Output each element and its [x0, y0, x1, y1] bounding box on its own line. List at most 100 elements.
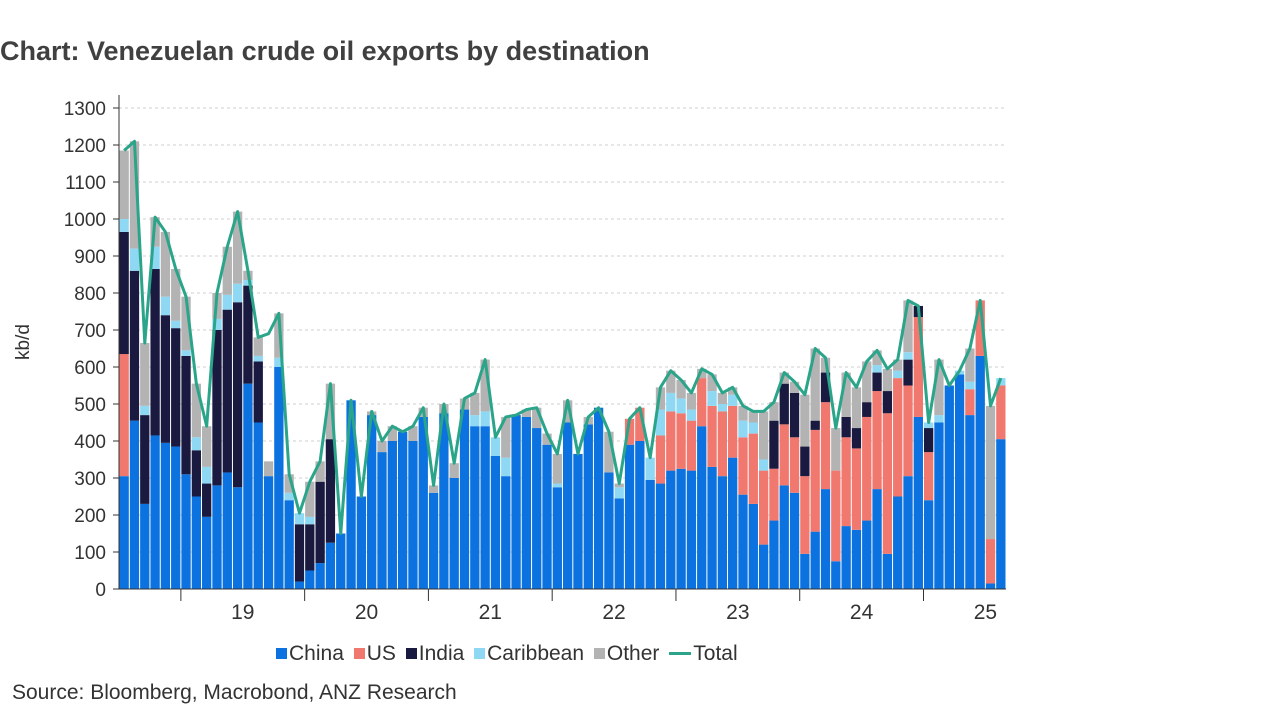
bar-india [119, 231, 129, 355]
bar-us [882, 413, 893, 554]
bar-china [212, 485, 222, 589]
bar-china [274, 367, 284, 589]
bar-caribbean [666, 392, 676, 412]
bar-us [119, 354, 129, 477]
bar-china [831, 561, 841, 589]
bar-caribbean [872, 365, 882, 373]
bar-other [263, 461, 274, 477]
bar-other [985, 405, 996, 540]
bar-caribbean [738, 420, 748, 438]
bar-other [325, 383, 336, 440]
bar-caribbean [728, 394, 738, 406]
bar-india [253, 361, 263, 423]
bar-china [676, 468, 686, 589]
bar-caribbean [501, 457, 511, 477]
total-line [123, 139, 1003, 535]
bar-caribbean [140, 405, 150, 416]
y-axis-label: kb/d [13, 324, 34, 360]
y-tick-label: 800 [74, 284, 106, 305]
bar-india [243, 285, 253, 384]
bar-china [996, 439, 1006, 589]
bar-us [913, 317, 923, 417]
bar-other [377, 441, 387, 453]
bar-us [862, 416, 872, 521]
bar-other [202, 426, 212, 467]
bar-other [697, 368, 707, 379]
bar-us [738, 437, 748, 495]
bar-china [397, 431, 408, 589]
bar-us [996, 385, 1006, 440]
bar-us [676, 413, 686, 469]
bar-caribbean [305, 516, 315, 525]
bar-other [552, 453, 562, 484]
bar-other [758, 411, 769, 460]
bar-other [872, 350, 882, 366]
bar-china [408, 441, 418, 589]
bar-india [315, 481, 325, 564]
stacked-bars [119, 141, 1006, 589]
bar-india [232, 302, 243, 488]
bar-china [624, 444, 635, 589]
legend-item-other: Other [593, 642, 659, 666]
y-tick-label: 0 [95, 580, 106, 601]
bar-other [428, 485, 439, 493]
legend: China US India Caribbean Other Total [276, 642, 742, 666]
bar-us [769, 468, 779, 521]
bar-caribbean [758, 459, 769, 471]
bar-caribbean [707, 391, 717, 406]
india-swatch [405, 648, 417, 659]
bar-us [707, 405, 717, 467]
bar-china [367, 415, 377, 589]
bar-china [779, 485, 789, 589]
bar-china [789, 492, 800, 589]
bar-china [171, 446, 181, 589]
bar-other [614, 483, 624, 488]
us-swatch [353, 648, 365, 659]
bar-other [707, 374, 717, 392]
bar-caribbean [160, 296, 171, 316]
bar-caribbean [253, 355, 263, 362]
bar-caribbean [129, 248, 140, 271]
bar-other [253, 337, 263, 356]
bar-india [212, 330, 222, 486]
bar-us [779, 424, 789, 486]
bar-caribbean [717, 404, 728, 412]
bar-caribbean [243, 280, 253, 286]
bar-china [655, 483, 666, 589]
bar-caribbean [232, 283, 243, 303]
bar-us [758, 470, 769, 545]
bar-other [655, 387, 666, 410]
legend-label: China [289, 642, 344, 665]
legend-item-caribbean: Caribbean [474, 642, 584, 666]
bar-other [232, 211, 243, 284]
bar-other [728, 387, 738, 395]
bar-caribbean [294, 513, 305, 525]
bar-china [315, 563, 325, 589]
bar-caribbean [655, 409, 666, 436]
bar-other [934, 359, 944, 416]
bar-caribbean [903, 352, 913, 360]
bar-china [738, 494, 748, 589]
y-tick-label: 1100 [65, 173, 106, 194]
bar-caribbean [923, 422, 934, 429]
bar-india [294, 524, 305, 582]
y-tick-label: 700 [74, 321, 106, 342]
bar-other [532, 407, 542, 429]
bar-china [222, 472, 232, 589]
bar-china [428, 492, 439, 589]
bar-other [129, 141, 140, 249]
bar-china [717, 476, 728, 589]
bar-caribbean [274, 357, 284, 367]
bar-china [645, 479, 655, 589]
bar-us [841, 437, 851, 527]
bar-us [923, 452, 934, 501]
y-tick-label: 600 [74, 358, 106, 379]
bar-china [851, 529, 862, 589]
bar-other [449, 463, 459, 478]
bar-india [769, 420, 779, 469]
y-tick-label: 100 [74, 543, 106, 564]
bar-us [635, 407, 645, 441]
bar-china [872, 489, 882, 589]
bar-other [831, 428, 841, 471]
bar-india [841, 416, 851, 438]
